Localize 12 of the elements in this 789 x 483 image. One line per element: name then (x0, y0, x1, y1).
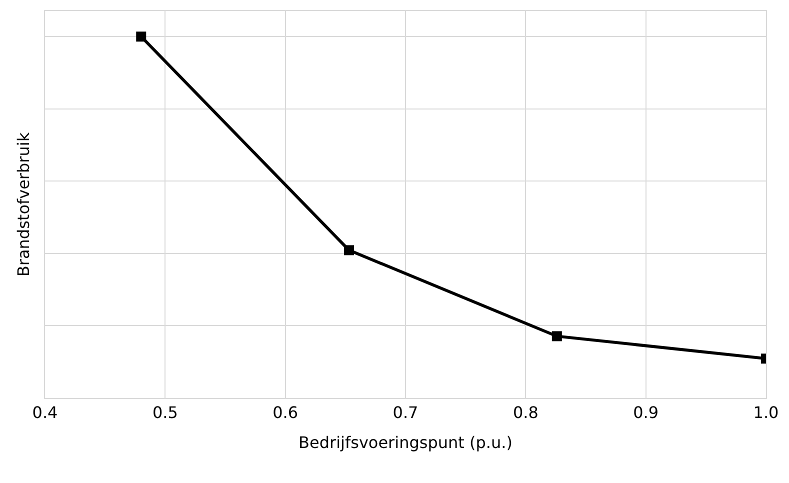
x-tick-label: 0.8 (512, 403, 538, 422)
x-tick-label: 0.9 (633, 403, 659, 422)
x-tick-label: 0.6 (272, 403, 298, 422)
x-axis-title: Bedrijfsvoeringspunt (p.u.) (298, 432, 512, 452)
point (136, 32, 146, 42)
x-tick-label: 1.0 (753, 403, 779, 422)
point (552, 331, 562, 342)
point (344, 245, 354, 256)
x-tick-label: 0.5 (152, 403, 178, 422)
y-axis-title: Brandstofverbruik (14, 132, 33, 277)
x-tick-label: 0.7 (392, 403, 418, 422)
x-tick-label: 0.4 (32, 403, 58, 422)
